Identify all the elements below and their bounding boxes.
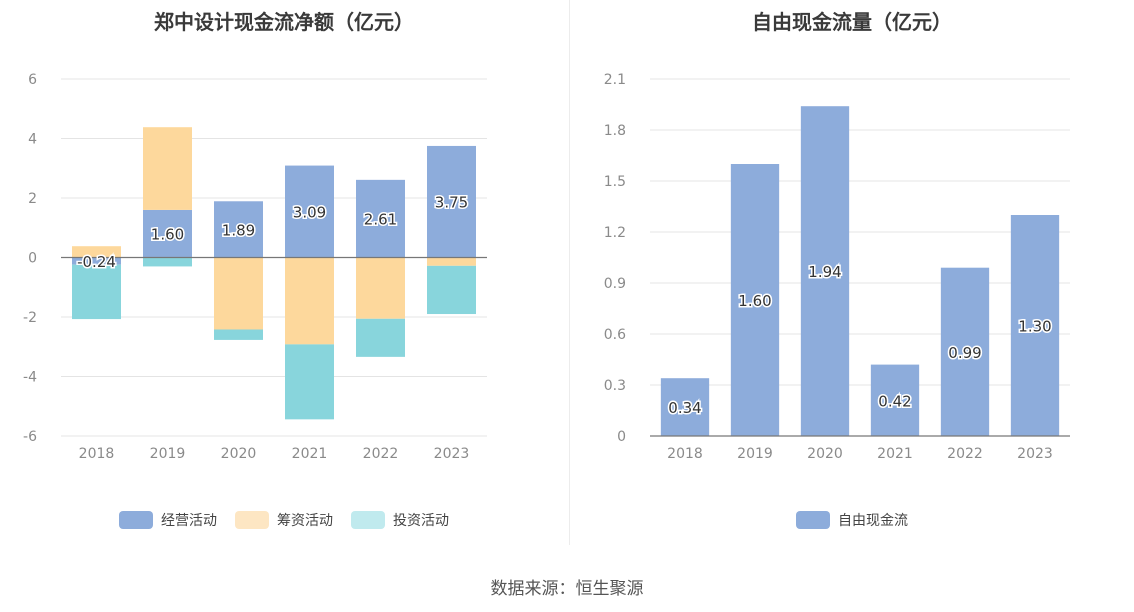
x-tick-label: 2023 [1017,446,1053,462]
bar-3 [72,264,121,320]
chart-title: 郑中设计现金流净额（亿元） [154,10,414,34]
bar-1 [870,364,920,436]
y-tick-label: 0.6 [604,327,626,343]
x-tick-label: 2019 [737,446,773,462]
data-label: 1.30 [1018,318,1051,336]
bar-3 [427,265,476,315]
x-tick-label: 2021 [292,446,328,462]
data-label: -0.24 [77,253,116,271]
cash-flow-net-chart: 郑中设计现金流净额（亿元） 6 4 2 0 -2 -4 -6 2018 2019 2020 2021… [0,0,568,545]
x-tick-label: 2018 [79,446,115,462]
bar-1 [427,145,476,258]
y-tick-label: 4 [28,132,37,148]
data-label: 0.42 [878,392,911,410]
y-tick-label: 0.3 [604,378,626,394]
bar-1 [285,165,334,258]
y-tick-label: 0 [617,429,626,445]
legend-label: 自由现金流 [838,513,908,529]
y-tick-label: 2.1 [604,72,626,88]
free-cash-flow-plot: 2.1 1.8 1.5 1.2 0.9 0.6 0.3 0 2018 2019 2020 2021 20… [604,72,1070,462]
y-tick-label: 1.5 [604,174,626,190]
data-label: 2.61 [364,211,397,229]
data-label: 3.75 [435,194,468,212]
y-tick-label: 0 [28,251,37,267]
bar-3 [285,344,334,420]
free-cash-flow-chart: 自由现金流量（亿元） 2.1 1.8 1.5 1.2 0.9 0.6 0.3 0 2018 201… [570,0,1134,545]
legend-item[interactable]: 自由现金流 [796,510,908,530]
data-label: 1.60 [151,226,184,244]
data-label: 0.99 [948,344,981,362]
data-label: 1.89 [222,221,255,239]
legend-swatch [119,511,153,529]
y-tick-label: 1.8 [604,123,626,139]
legend-label: 经营活动 [161,513,217,529]
x-tick-label: 2021 [877,446,913,462]
y-tick-label: 0.9 [604,276,626,292]
data-label: 3.09 [293,204,326,222]
y-tick-label: 6 [28,72,37,88]
x-tick-label: 2022 [363,446,399,462]
y-tick-label: 1.2 [604,225,626,241]
data-source-note: 数据来源：恒生聚源 [490,579,644,599]
y-tick-label: -4 [23,370,37,386]
x-tick-label: 2023 [434,446,470,462]
bar-3 [214,329,263,340]
bar-2 [285,257,334,345]
legend-label: 筹资活动 [277,513,333,529]
legend-swatch [235,511,269,529]
bar-1 [800,106,850,436]
bar-2 [427,257,476,266]
chart-title: 自由现金流量（亿元） [752,10,952,34]
chart-legend: 经营活动 筹资活动 投资活动 [0,510,568,530]
bar-1 [940,267,990,436]
data-label: 0.34 [668,399,701,417]
legend-item[interactable]: 筹资活动 [235,510,333,530]
x-tick-label: 2022 [947,446,983,462]
x-tick-label: 2018 [667,446,703,462]
bar-1 [214,201,263,258]
x-tick-label: 2020 [807,446,843,462]
bar-1 [730,164,780,436]
legend-swatch [796,511,830,529]
data-label: 1.60 [738,292,771,310]
data-label: 1.94 [808,263,841,281]
chart-legend: 自由现金流 [570,510,1134,530]
bar-1 [356,179,405,258]
bar-2 [356,257,405,319]
x-tick-label: 2019 [150,446,186,462]
y-tick-label: -2 [23,310,37,326]
bar-2 [143,127,192,210]
legend-label: 投资活动 [393,513,449,529]
bar-2 [214,257,263,330]
bar-1 [1010,215,1060,436]
bar-3 [143,257,192,267]
x-tick-label: 2020 [221,446,257,462]
y-tick-label: -6 [23,429,37,445]
y-tick-label: 2 [28,191,37,207]
bar-3 [356,318,405,357]
bar-1 [72,257,121,265]
legend-swatch [351,511,385,529]
panel-divider [569,0,570,545]
bar-1 [143,209,192,258]
bar-2 [72,246,121,258]
bar-1 [660,378,710,436]
legend-item[interactable]: 经营活动 [119,510,217,530]
cash-flow-net-plot: 6 4 2 0 -2 -4 -6 2018 2019 2020 2021 2022 2023 -0.24 1… [23,72,487,462]
legend-item[interactable]: 投资活动 [351,510,449,530]
